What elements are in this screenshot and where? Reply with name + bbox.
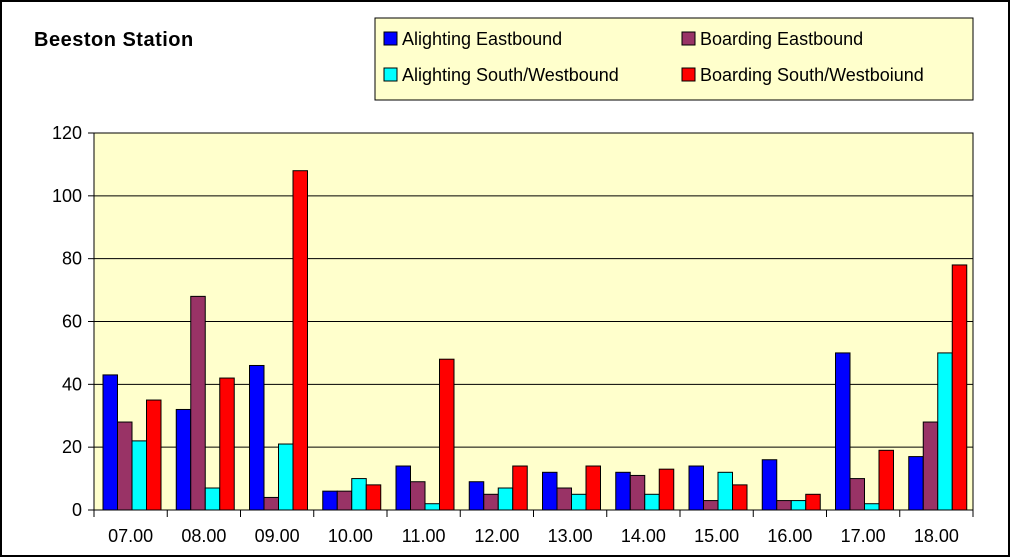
bar	[439, 358, 455, 511]
bar	[219, 377, 235, 511]
bar	[278, 443, 294, 511]
y-tick-label: 100	[52, 186, 82, 206]
x-tick-label: 17.00	[841, 526, 886, 546]
gridlines	[94, 195, 973, 448]
bar	[878, 449, 894, 511]
bar	[175, 408, 192, 511]
bar	[790, 500, 807, 511]
x-tick-label: 15.00	[694, 526, 739, 546]
bar	[512, 465, 528, 511]
bar	[688, 465, 704, 511]
bar	[117, 421, 133, 511]
bar	[717, 471, 733, 511]
bar	[131, 440, 147, 511]
axes: 0 20 40 60 80 100 120 07.00 08.00 09.00 10.00 11.00…	[52, 123, 974, 546]
bar	[292, 170, 308, 511]
bars	[102, 170, 968, 511]
legend-label: Alighting South/Westbound	[402, 65, 619, 85]
legend-swatch	[681, 67, 696, 82]
bar	[424, 503, 440, 511]
bar	[805, 493, 821, 511]
bar	[835, 352, 851, 511]
bar	[937, 352, 953, 511]
x-tick-label: 12.00	[474, 526, 519, 546]
bar	[204, 487, 221, 511]
y-tick-label: 20	[62, 437, 82, 457]
bar	[146, 399, 162, 511]
bar	[263, 496, 279, 511]
legend: Alighting Eastbound Boarding Eastbound Ali…	[374, 17, 974, 101]
bar	[468, 481, 485, 511]
legend-swatch	[681, 31, 696, 46]
bar	[658, 468, 675, 511]
bar	[249, 364, 265, 511]
x-tick-label: 07.00	[108, 526, 153, 546]
x-tick-label: 16.00	[767, 526, 812, 546]
bar	[483, 493, 499, 511]
bar	[556, 487, 572, 511]
legend-label: Boarding Eastbound	[700, 29, 863, 49]
y-tick-label: 120	[52, 123, 82, 143]
bar	[703, 500, 719, 511]
bar	[776, 500, 792, 511]
legend-swatch	[383, 67, 398, 82]
bar	[542, 471, 558, 511]
bar	[410, 481, 426, 511]
bar	[761, 459, 778, 511]
bar	[908, 456, 924, 511]
bar	[190, 295, 206, 511]
x-tick-label: 08.00	[181, 526, 226, 546]
x-tick-label: 13.00	[548, 526, 593, 546]
bar	[615, 471, 631, 511]
legend-label: Boarding South/Westboiund	[700, 65, 924, 85]
bar	[951, 264, 968, 511]
bar	[351, 478, 367, 511]
chart-title: Beeston Station	[34, 29, 194, 51]
legend-label: Alighting Eastbound	[402, 29, 562, 49]
bar	[497, 487, 514, 511]
x-tick-label: 14.00	[621, 526, 666, 546]
bar	[864, 503, 880, 511]
y-tick-label: 80	[62, 249, 82, 269]
bar	[629, 474, 646, 511]
bar	[395, 465, 411, 511]
x-tick-label: 09.00	[255, 526, 300, 546]
x-tick-label: 11.00	[402, 526, 446, 546]
bar	[102, 374, 118, 511]
bar	[585, 465, 601, 511]
bar	[849, 478, 865, 511]
y-tick-label: 60	[62, 312, 82, 332]
bar	[365, 484, 382, 511]
legend-swatch	[383, 31, 398, 46]
bar	[336, 490, 353, 511]
bar	[571, 493, 587, 511]
y-tick-label: 0	[72, 500, 82, 520]
bar	[322, 490, 338, 511]
x-tick-label: 10.00	[328, 526, 373, 546]
x-tick-label: 18.00	[914, 526, 959, 546]
bar	[732, 484, 748, 511]
y-tick-label: 40	[62, 374, 82, 394]
bar	[922, 421, 939, 511]
legend-box	[374, 17, 974, 101]
bar	[644, 493, 660, 511]
